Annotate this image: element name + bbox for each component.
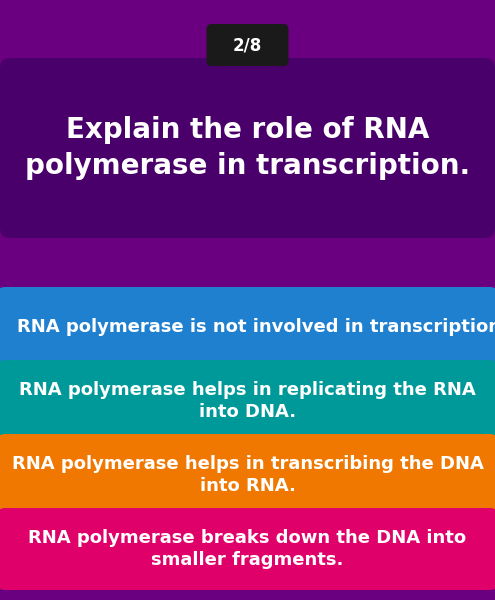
FancyBboxPatch shape — [0, 360, 495, 442]
Text: RNA polymerase breaks down the DNA into
smaller fragments.: RNA polymerase breaks down the DNA into … — [28, 529, 467, 569]
Text: RNA polymerase helps in transcribing the DNA
into RNA.: RNA polymerase helps in transcribing the… — [11, 455, 484, 496]
FancyBboxPatch shape — [0, 434, 495, 516]
Text: 2/8: 2/8 — [233, 36, 262, 54]
FancyBboxPatch shape — [0, 58, 495, 238]
Text: RNA polymerase is not involved in transcription.: RNA polymerase is not involved in transc… — [17, 319, 495, 337]
FancyBboxPatch shape — [0, 287, 495, 368]
Text: RNA polymerase helps in replicating the RNA
into DNA.: RNA polymerase helps in replicating the … — [19, 380, 476, 421]
FancyBboxPatch shape — [206, 24, 289, 66]
Text: Explain the role of RNA
polymerase in transcription.: Explain the role of RNA polymerase in tr… — [25, 116, 470, 181]
FancyBboxPatch shape — [0, 508, 495, 590]
